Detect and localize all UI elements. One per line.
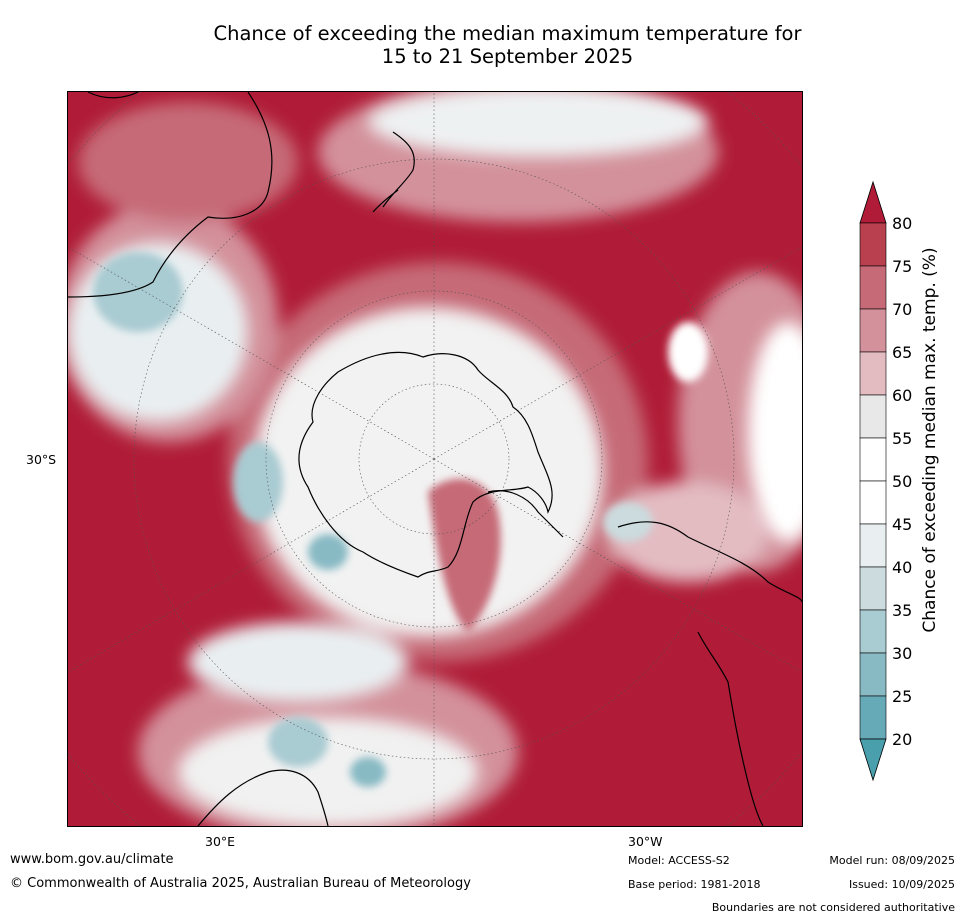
lon-label-30w: 30°W bbox=[628, 834, 663, 849]
colorbar-bin-75-80 bbox=[859, 222, 887, 267]
colorbar-tick-20: 20 bbox=[892, 730, 912, 749]
near-median-areas bbox=[68, 92, 802, 826]
colorbar-top-arrow bbox=[859, 180, 887, 224]
map-title: Chance of exceeding the median maximum t… bbox=[60, 22, 955, 68]
footer-disclaimer: Boundaries are not considered authoritat… bbox=[711, 901, 955, 914]
footer-model-run: Model run: 08/09/2025 bbox=[829, 854, 955, 867]
title-line-1: Chance of exceeding the median maximum t… bbox=[213, 22, 802, 45]
colorbar-tick-25: 25 bbox=[892, 687, 912, 706]
colorbar-label-text: Chance of exceeding median max. temp. (%… bbox=[920, 247, 940, 633]
footer-copyright: © Commonwealth of Australia 2025, Austra… bbox=[10, 876, 471, 891]
footer-issued: Issued: 10/09/2025 bbox=[848, 878, 955, 891]
colorbar: 80 75 70 65 60 55 50 45 40 35 30 25 20 bbox=[845, 180, 965, 790]
colorbar-bin-35-40 bbox=[859, 566, 887, 611]
colorbar-tick-45: 45 bbox=[892, 515, 912, 534]
map-panel bbox=[67, 91, 803, 827]
colorbar-tick-50: 50 bbox=[892, 472, 912, 491]
colorbar-tick-30: 30 bbox=[892, 644, 912, 663]
colorbar-tick-55: 55 bbox=[892, 429, 912, 448]
colorbar-bin-20-25 bbox=[859, 695, 887, 740]
colorbar-bin-30-35 bbox=[859, 609, 887, 654]
graticule bbox=[68, 92, 802, 826]
antarctic-peninsula bbox=[487, 490, 564, 538]
warm-anomaly-tongue bbox=[428, 478, 501, 632]
south-america-coastline bbox=[617, 521, 802, 826]
colorbar-bin-70-75 bbox=[859, 265, 887, 310]
australia-coastline bbox=[68, 92, 273, 298]
colorbar-bin-55-60 bbox=[859, 394, 887, 439]
below-median-areas bbox=[93, 252, 708, 787]
africa-coastline bbox=[197, 769, 329, 826]
colorbar-bin-60-65 bbox=[859, 351, 887, 396]
colorbar-svg: 80 75 70 65 60 55 50 45 40 35 30 25 20 bbox=[859, 180, 912, 782]
colorbar-bottom-arrow bbox=[859, 738, 887, 782]
footer-base-period: Base period: 1981-2018 bbox=[628, 878, 761, 891]
footer-website: www.bom.gov.au/climate bbox=[10, 852, 174, 867]
lon-label-30e: 30°E bbox=[205, 834, 236, 849]
colorbar-tick-40: 40 bbox=[892, 558, 912, 577]
new-zealand-coastline bbox=[372, 131, 415, 213]
colorbar-bin-50-55 bbox=[859, 437, 887, 482]
colorbar-tick-65: 65 bbox=[892, 343, 912, 362]
map-canvas bbox=[68, 92, 802, 826]
colorbar-tick-80: 80 bbox=[892, 214, 912, 233]
title-line-2: 15 to 21 September 2025 bbox=[381, 45, 634, 68]
colorbar-bin-45-50 bbox=[859, 480, 887, 525]
colorbar-bin-40-45 bbox=[859, 523, 887, 568]
colorbar-tick-70: 70 bbox=[892, 300, 912, 319]
colorbar-tick-35: 35 bbox=[892, 601, 912, 620]
colorbar-bin-25-30 bbox=[859, 652, 887, 697]
footer-model: Model: ACCESS-S2 bbox=[628, 854, 730, 867]
colorbar-tick-60: 60 bbox=[892, 386, 912, 405]
colorbar-tick-75: 75 bbox=[892, 257, 912, 276]
lat-label-30s: 30°S bbox=[26, 452, 57, 467]
colorbar-bin-65-70 bbox=[859, 308, 887, 353]
